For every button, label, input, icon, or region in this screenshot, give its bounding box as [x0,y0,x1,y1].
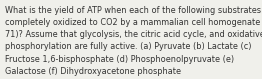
Text: completely oxidized to CO2 by a mammalian cell homogenate (p.: completely oxidized to CO2 by a mammalia… [5,18,262,27]
Text: Fructose 1,6-bisphosphate (d) Phosphoenolpyruvate (e): Fructose 1,6-bisphosphate (d) Phosphoeno… [5,55,234,64]
Text: phosphorylation are fully active. (a) Pyruvate (b) Lactate (c): phosphorylation are fully active. (a) Py… [5,42,251,51]
Text: What is the yield of ATP when each of the following substrates is: What is the yield of ATP when each of th… [5,6,262,15]
Text: 71)? Assume that glycolysis, the citric acid cycle, and oxidative: 71)? Assume that glycolysis, the citric … [5,30,262,39]
Text: Galactose (f) Dihydroxyacetone phosphate: Galactose (f) Dihydroxyacetone phosphate [5,67,181,76]
